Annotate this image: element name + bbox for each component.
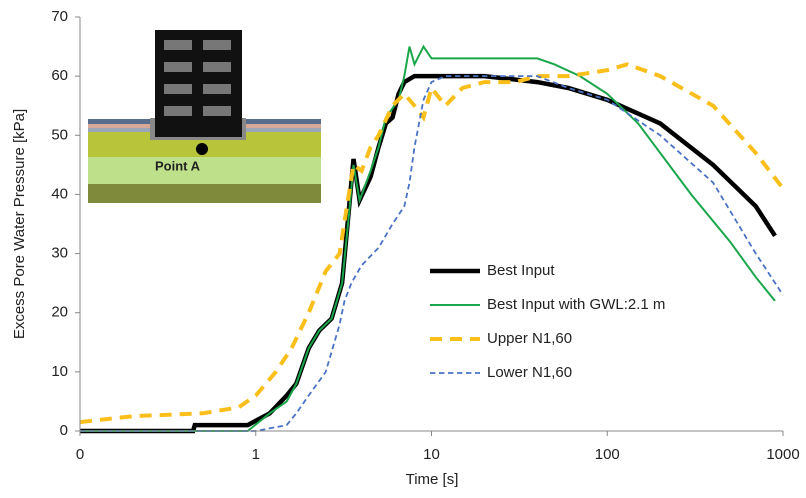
y-tick-label: 50 <box>51 126 68 143</box>
y-tick-label: 0 <box>60 422 68 439</box>
y-tick-label: 40 <box>51 185 68 202</box>
x-axis-title: Time [s] <box>406 471 459 488</box>
y-tick-label: 20 <box>51 304 68 321</box>
series-line <box>80 75 784 432</box>
series-line <box>80 44 776 432</box>
y-tick-label: 70 <box>51 8 68 25</box>
y-tick-label: 10 <box>51 363 68 380</box>
legend-label: Lower N1,60 <box>487 364 572 381</box>
x-tick-label: 1000 <box>766 446 799 463</box>
legend-label: Upper N1,60 <box>487 330 572 347</box>
series-line <box>79 62 785 425</box>
x-tick-label: 0 <box>76 446 84 463</box>
legend-label: Best Input <box>487 262 555 279</box>
x-tick-label: 1 <box>252 446 260 463</box>
y-tick-label: 30 <box>51 245 68 262</box>
x-tick-label: 100 <box>595 446 620 463</box>
inset-diagram <box>88 30 321 203</box>
y-axis-title: Excess Pore Water Pressure [kPa] <box>11 109 28 339</box>
x-tick-label: 10 <box>423 446 440 463</box>
legend-label: Best Input with GWL:2.1 m <box>487 296 665 313</box>
inset-label: Point A <box>155 158 201 173</box>
plot-area <box>79 44 785 434</box>
y-tick-label: 60 <box>51 67 68 84</box>
